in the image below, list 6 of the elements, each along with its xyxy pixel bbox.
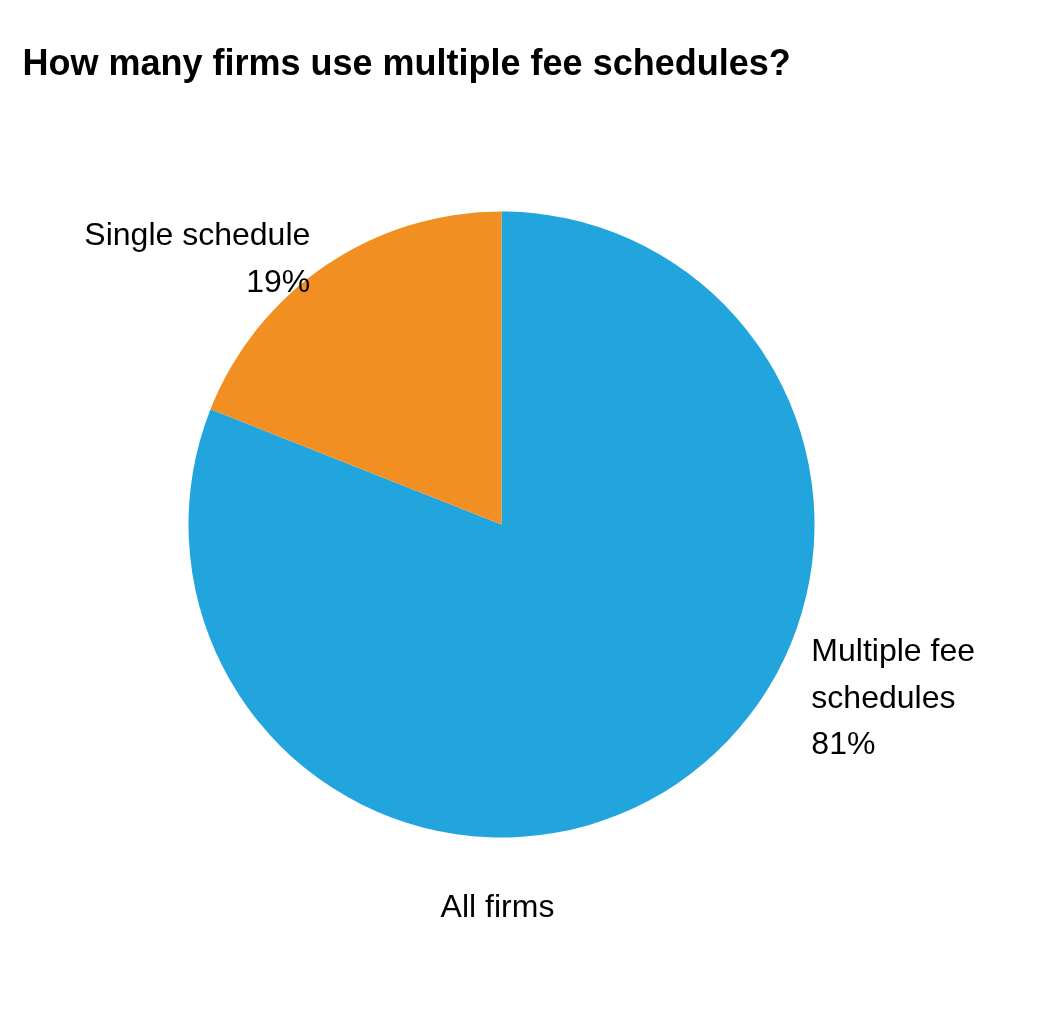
chart-title: How many firms use multiple fee schedules?	[22, 42, 791, 83]
slice-label: Single schedule	[84, 216, 311, 253]
slice-label: Multiple fee schedules	[811, 631, 976, 715]
data-label: 81%	[811, 725, 876, 762]
data-label: 19%	[246, 263, 311, 300]
text: All firms	[440, 887, 555, 924]
